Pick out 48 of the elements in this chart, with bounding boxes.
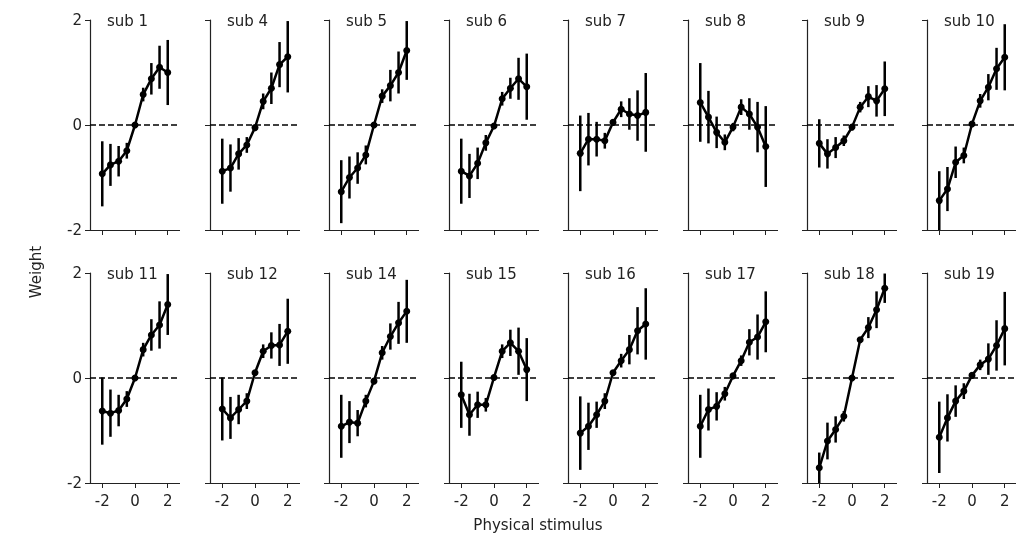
- x-tick-label: -2: [333, 491, 349, 510]
- x-tick-label: 2: [162, 491, 173, 510]
- chart-title: sub 12: [226, 264, 278, 283]
- chart-title: sub 11: [107, 264, 158, 283]
- chart-title: sub 15: [465, 264, 517, 283]
- x-tick-label: -2: [94, 491, 110, 510]
- x-tick-label: -2: [572, 491, 588, 510]
- x-tick-label: 0: [727, 491, 738, 510]
- chart-title: sub 16: [585, 264, 636, 283]
- x-tick-label: 2: [879, 491, 890, 510]
- x-tick-label: -2: [931, 491, 947, 510]
- chart-title: sub 4: [226, 11, 268, 30]
- x-tick-label: 0: [847, 491, 857, 510]
- x-tick-label: 0: [608, 491, 618, 510]
- chart-title: sub 19: [943, 264, 995, 283]
- x-tick-label: 0: [369, 491, 379, 510]
- x-tick-label: 0: [130, 491, 140, 510]
- x-tick-label: -2: [214, 491, 230, 510]
- chart-title: sub 6: [465, 11, 507, 30]
- x-tick-label: -2: [453, 491, 469, 510]
- chart-title: sub 10: [943, 11, 995, 30]
- y-tick-label: 0: [72, 116, 82, 134]
- x-tick-label: -2: [692, 491, 708, 510]
- x-tick-label: 0: [488, 491, 499, 510]
- y-axis-title: Weight: [27, 245, 46, 299]
- chart-title: sub 8: [704, 11, 746, 30]
- x-tick-label: 0: [249, 491, 260, 510]
- chart-title: sub 9: [824, 11, 866, 30]
- x-tick-label: -2: [811, 491, 827, 510]
- x-tick-label: 0: [966, 491, 977, 510]
- x-tick-label: 2: [640, 491, 651, 510]
- y-tick-label: -2: [67, 221, 82, 239]
- y-tick-label: -2: [67, 474, 82, 492]
- x-tick-label: 2: [401, 491, 412, 510]
- x-tick-label: 2: [760, 491, 770, 510]
- x-tick-label: 2: [282, 491, 292, 510]
- x-tick-label: 2: [521, 491, 531, 510]
- y-tick-label: 2: [72, 264, 82, 282]
- chart-title: sub 14: [346, 264, 397, 283]
- x-tick-label: 2: [999, 491, 1009, 510]
- chart-title: sub 7: [585, 11, 627, 30]
- y-tick-label: 0: [72, 369, 82, 387]
- chart-title: sub 1: [107, 11, 149, 30]
- x-axis-title: Physical stimulus: [472, 516, 604, 534]
- chart-title: sub 17: [704, 264, 756, 283]
- chart-title: sub 5: [346, 11, 388, 30]
- y-tick-label: 2: [72, 11, 82, 29]
- chart-title: sub 18: [824, 264, 875, 283]
